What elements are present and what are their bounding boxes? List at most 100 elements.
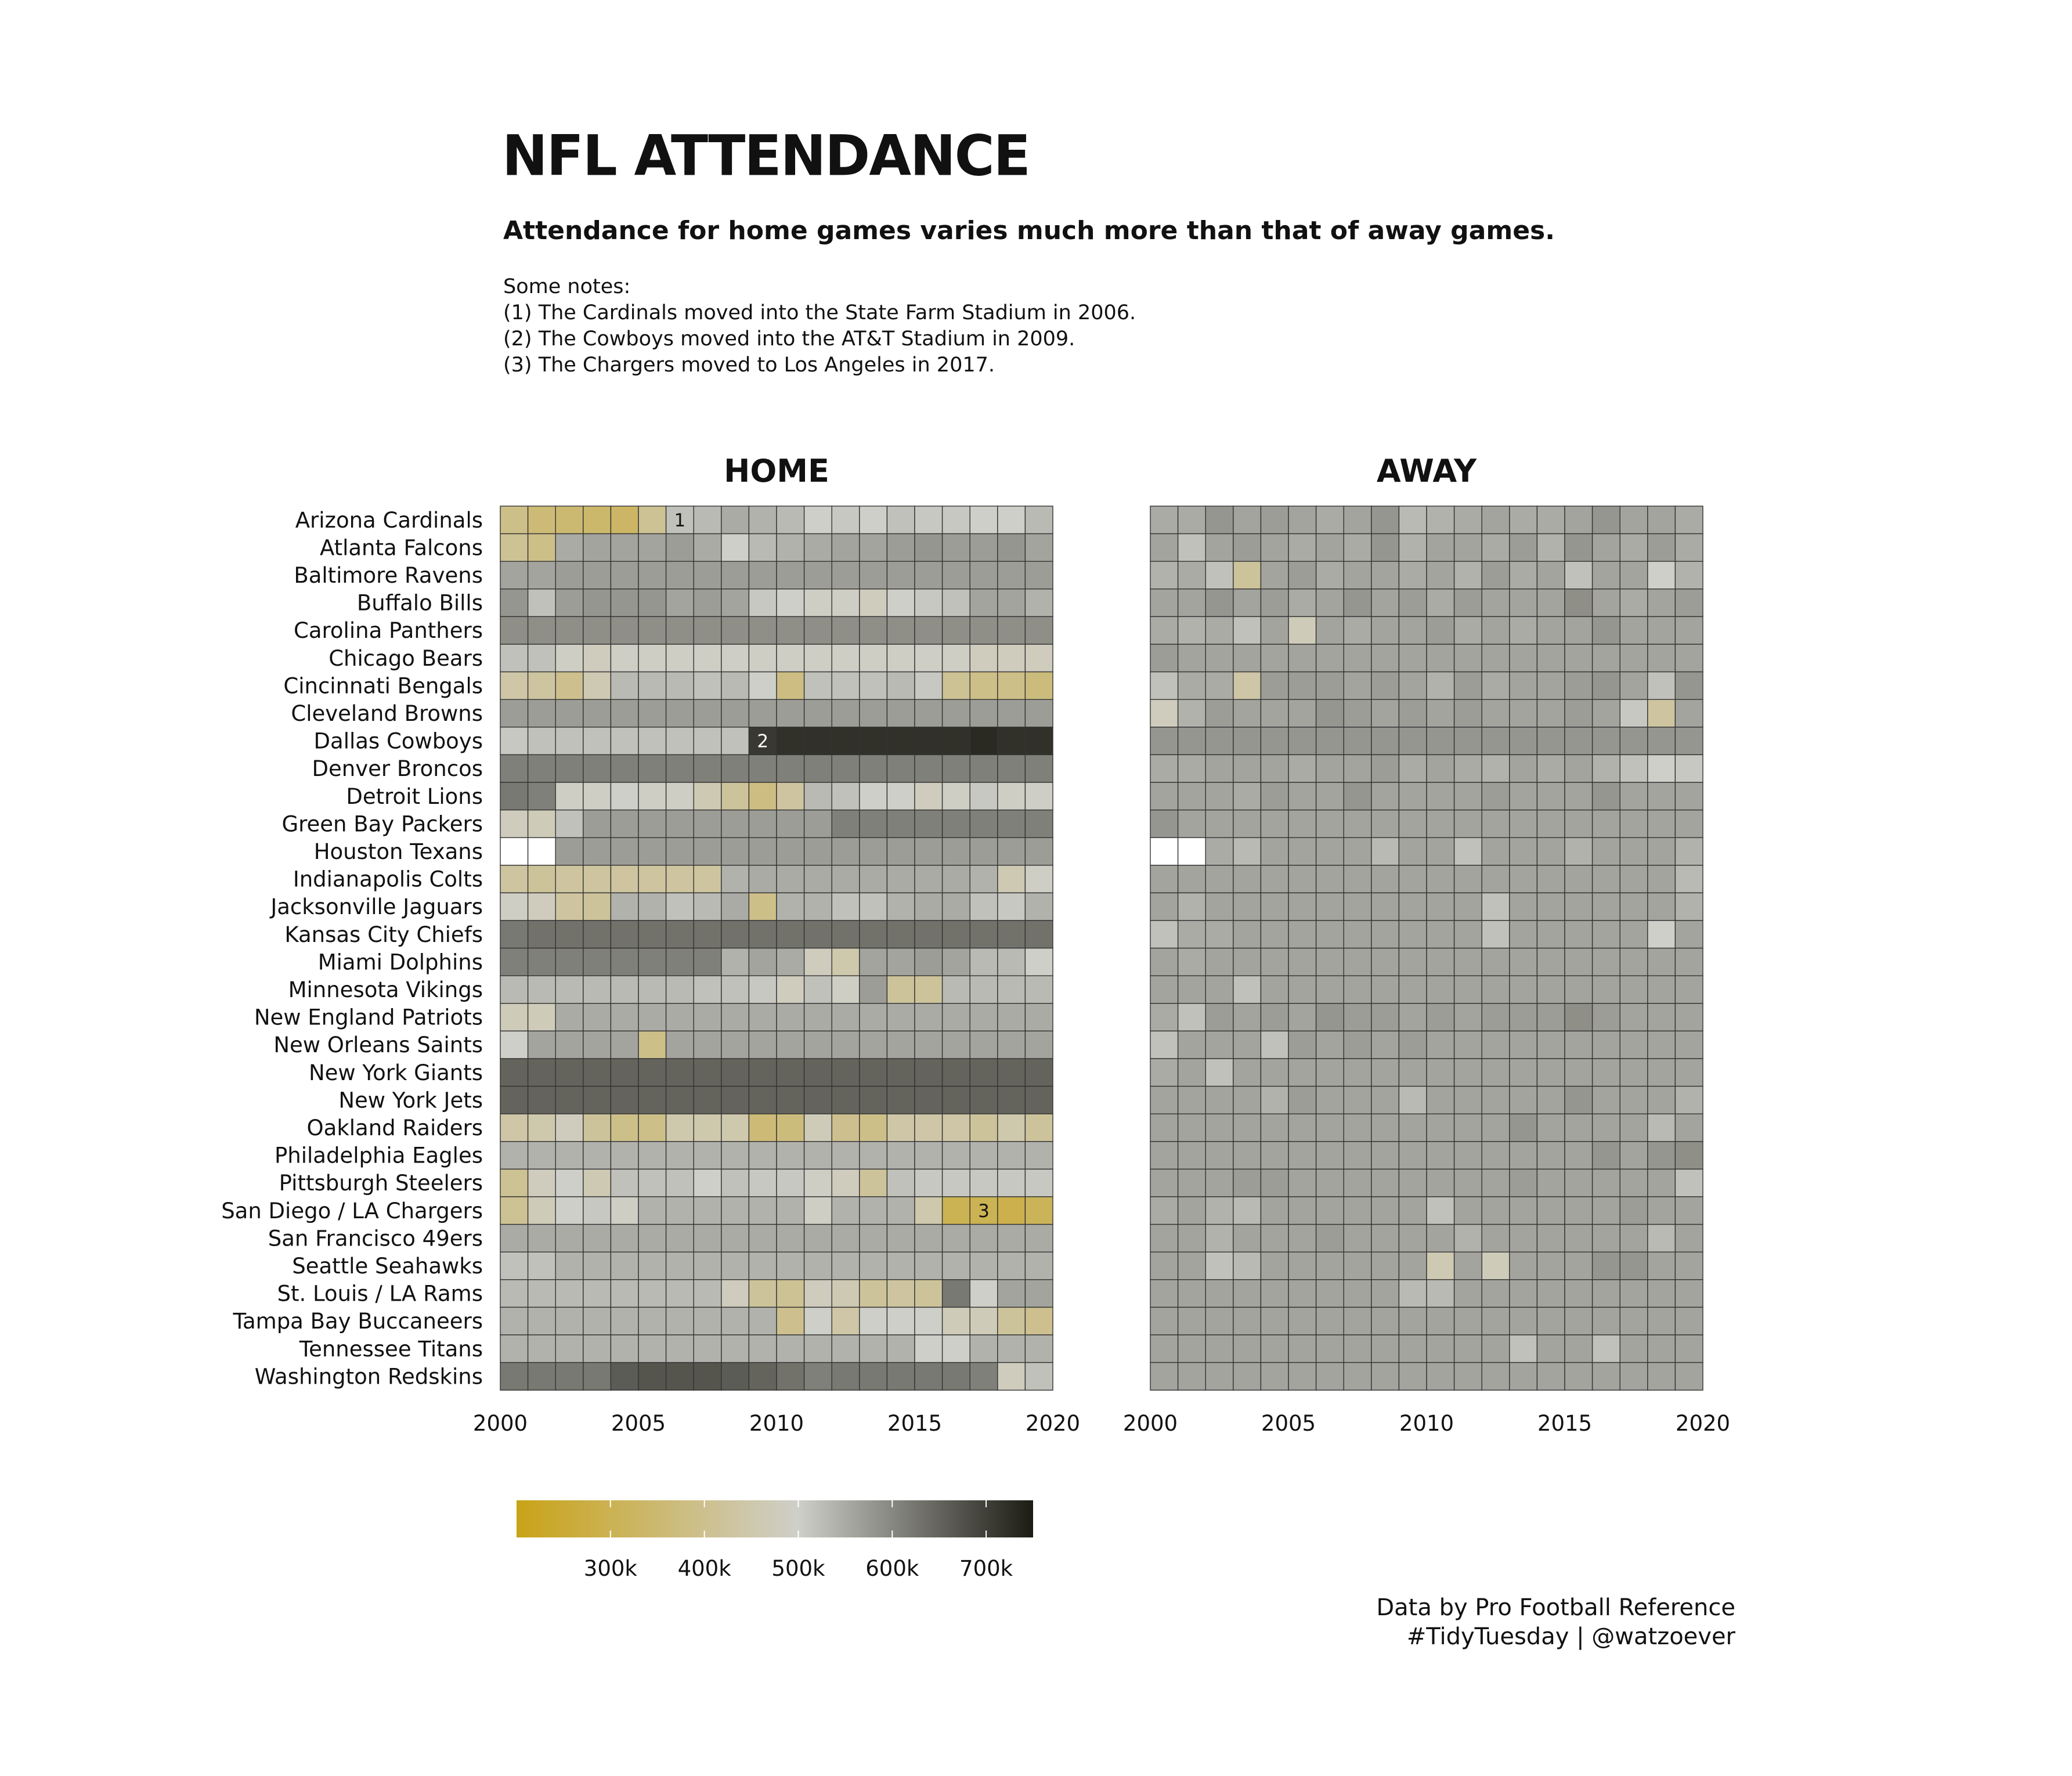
home-cell bbox=[665, 699, 694, 728]
away-cell bbox=[1619, 1141, 1648, 1170]
home-cell bbox=[776, 1196, 805, 1225]
home-cell bbox=[776, 865, 805, 894]
home-cell bbox=[748, 754, 777, 783]
home-cell bbox=[665, 1306, 694, 1335]
home-cell bbox=[555, 533, 584, 562]
home-cell bbox=[748, 947, 777, 976]
home-cell bbox=[693, 920, 722, 949]
away-cell bbox=[1674, 782, 1703, 811]
away-cell bbox=[1371, 1058, 1400, 1087]
away-cell bbox=[1674, 1168, 1703, 1197]
home-cell bbox=[914, 1003, 943, 1032]
home-cell bbox=[941, 865, 970, 894]
home-cell bbox=[748, 1003, 777, 1032]
home-cell bbox=[610, 589, 639, 618]
away-cell bbox=[1288, 1003, 1317, 1032]
away-cell bbox=[1481, 533, 1510, 562]
home-cell bbox=[859, 699, 888, 728]
away-cell bbox=[1288, 561, 1317, 590]
away-cell bbox=[1536, 533, 1565, 562]
away-cell bbox=[1233, 1196, 1262, 1225]
away-cell bbox=[1205, 1251, 1234, 1280]
away-cell bbox=[1260, 561, 1289, 590]
away-cell bbox=[1315, 920, 1344, 949]
team-label: Pittsburgh Steelers bbox=[279, 1171, 483, 1196]
home-cell bbox=[776, 506, 805, 535]
away-cell bbox=[1564, 1113, 1593, 1142]
away-cell bbox=[1398, 1362, 1427, 1391]
home-cell bbox=[859, 1113, 888, 1142]
home-cell bbox=[638, 1196, 667, 1225]
away-cell bbox=[1260, 1085, 1289, 1114]
legend-tick-label: 700k bbox=[959, 1556, 1013, 1581]
away-cell bbox=[1509, 1196, 1538, 1225]
away-cell bbox=[1150, 754, 1179, 783]
home-cell bbox=[831, 1306, 860, 1335]
away-cell bbox=[1205, 1334, 1234, 1363]
home-cell bbox=[997, 947, 1026, 976]
note-line: (3) The Chargers moved to Los Angeles in… bbox=[503, 353, 995, 377]
away-cell bbox=[1371, 671, 1400, 700]
away-cell bbox=[1233, 837, 1262, 866]
away-cell bbox=[1564, 589, 1593, 618]
away-cell bbox=[1647, 1030, 1676, 1059]
away-cell bbox=[1647, 1279, 1676, 1308]
home-cell bbox=[527, 533, 556, 562]
team-label: St. Louis / LA Rams bbox=[277, 1282, 483, 1306]
home-cell bbox=[665, 837, 694, 866]
away-cell bbox=[1536, 837, 1565, 866]
home-cell bbox=[859, 975, 888, 1004]
home-cell bbox=[803, 1141, 832, 1170]
away-cell bbox=[1260, 727, 1289, 756]
home-cell bbox=[500, 671, 529, 700]
home-cell bbox=[941, 754, 970, 783]
home-cell bbox=[1024, 644, 1053, 673]
away-cell bbox=[1177, 809, 1206, 838]
away-cell bbox=[1288, 782, 1317, 811]
home-cell bbox=[638, 920, 667, 949]
away-cell bbox=[1674, 837, 1703, 866]
away-cell bbox=[1674, 589, 1703, 618]
away-cell bbox=[1315, 1306, 1344, 1335]
away-cell bbox=[1343, 1334, 1372, 1363]
away-cell bbox=[1288, 1113, 1317, 1142]
away-cell bbox=[1536, 1196, 1565, 1225]
away-cell bbox=[1619, 1196, 1648, 1225]
home-cell bbox=[831, 1003, 860, 1032]
away-cell bbox=[1150, 947, 1179, 976]
home-cell bbox=[776, 920, 805, 949]
away-cell bbox=[1177, 1003, 1206, 1032]
home-cell bbox=[638, 1362, 667, 1391]
home-cell bbox=[1024, 1058, 1053, 1087]
home-cell bbox=[859, 1085, 888, 1114]
away-cell bbox=[1288, 892, 1317, 921]
away-cell bbox=[1564, 1279, 1593, 1308]
home-cell bbox=[721, 837, 750, 866]
away-cell bbox=[1260, 754, 1289, 783]
home-cell bbox=[500, 561, 529, 590]
home-cell bbox=[748, 727, 777, 756]
away-cell bbox=[1233, 920, 1262, 949]
away-cell bbox=[1647, 1003, 1676, 1032]
away-cell bbox=[1647, 589, 1676, 618]
away-cell bbox=[1536, 892, 1565, 921]
away-cell bbox=[1564, 1362, 1593, 1391]
away-cell bbox=[1619, 506, 1648, 535]
home-cell bbox=[1024, 1334, 1053, 1363]
home-cell bbox=[831, 1030, 860, 1059]
home-cell bbox=[914, 1306, 943, 1335]
home-cell bbox=[969, 920, 998, 949]
home-cell bbox=[914, 1223, 943, 1252]
away-cell bbox=[1150, 1223, 1179, 1252]
away-cell bbox=[1674, 533, 1703, 562]
away-cell bbox=[1288, 1058, 1317, 1087]
home-cell bbox=[859, 1279, 888, 1308]
away-cell bbox=[1481, 671, 1510, 700]
away-cell bbox=[1564, 975, 1593, 1004]
away-cell bbox=[1619, 616, 1648, 645]
away-cell bbox=[1233, 616, 1262, 645]
home-cell bbox=[555, 671, 584, 700]
team-label: New Orleans Saints bbox=[273, 1033, 483, 1057]
away-cell bbox=[1674, 975, 1703, 1004]
